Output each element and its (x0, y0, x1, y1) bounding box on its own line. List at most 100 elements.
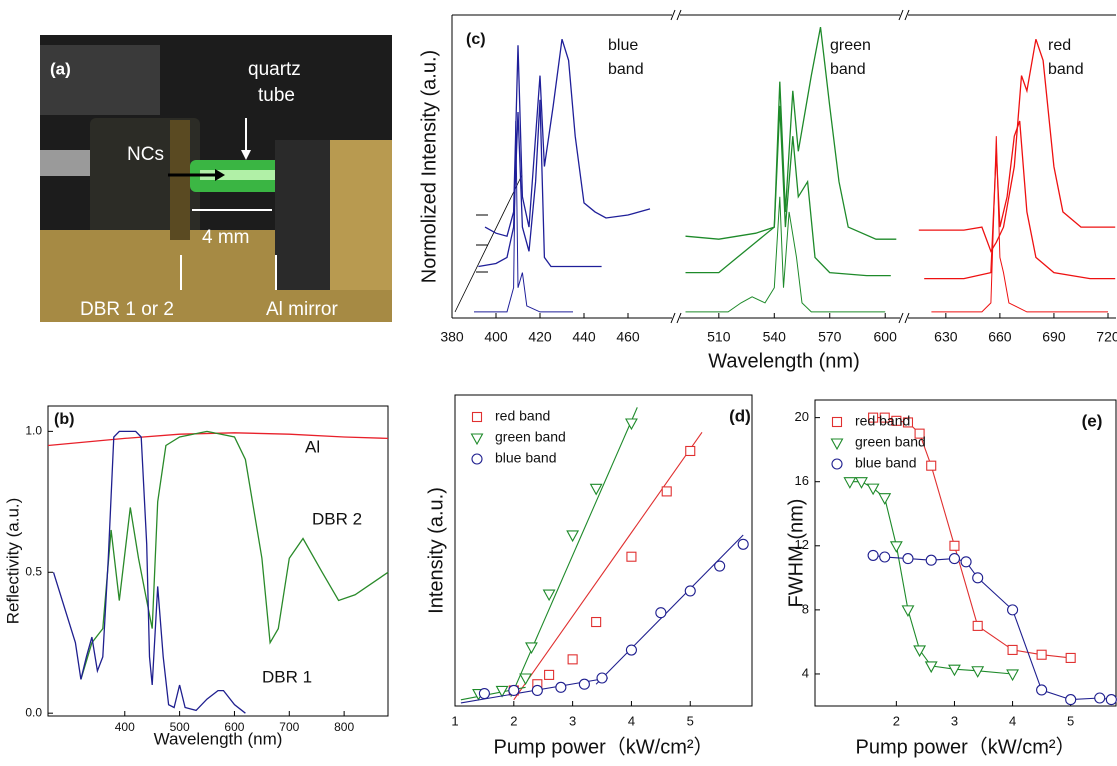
spectrum (685, 105, 891, 277)
x-tick-label: 400 (115, 720, 135, 734)
marker (1007, 604, 1019, 616)
axis-break (676, 312, 682, 324)
axis-break (898, 9, 904, 21)
marker (879, 412, 890, 423)
annotation: 4 mm (202, 227, 250, 248)
legend-marker (831, 458, 843, 470)
axis-break (670, 312, 676, 324)
x-tick-label: 660 (988, 329, 1012, 345)
marker (926, 460, 937, 471)
axis-break (904, 312, 910, 324)
marker (714, 560, 726, 572)
panel-label: (e) (1082, 411, 1103, 430)
annotation: quartz (248, 59, 301, 80)
marker (972, 620, 983, 631)
x-tick-label: 2 (510, 713, 517, 728)
marker (685, 445, 696, 457)
marker (1036, 684, 1048, 696)
marker (972, 572, 984, 584)
marker (589, 483, 603, 496)
marker (1065, 694, 1077, 706)
marker (960, 556, 972, 568)
curve-label: DBR 1 (262, 667, 312, 686)
x-axis-title: Pump power（kW/cm²） (855, 735, 1075, 758)
marker (478, 688, 490, 700)
fit-line (595, 534, 744, 685)
marker (949, 540, 960, 551)
y-tick-label: 4 (802, 665, 809, 680)
marker (508, 684, 520, 697)
fit-line (513, 431, 703, 701)
x-tick-label: 3 (569, 713, 576, 728)
x-tick-label: 1 (451, 713, 458, 728)
axis-break (904, 9, 910, 21)
x-axis-title: Wavelength (nm) (708, 350, 860, 372)
series-line (47, 432, 389, 447)
series-line (52, 430, 246, 714)
x-tick-label: 5 (1067, 713, 1074, 728)
x-tick-label: 500 (170, 720, 190, 734)
legend-marker (830, 438, 844, 451)
spectrum (685, 26, 897, 240)
marker (625, 644, 637, 656)
spectrum (484, 39, 651, 237)
marker (661, 486, 672, 497)
axis-break (676, 9, 682, 21)
marker (913, 645, 927, 658)
marker (567, 654, 578, 665)
annotation: DBR 1 or 2 (80, 299, 174, 320)
panel-label: (a) (50, 59, 71, 78)
marker (542, 589, 556, 602)
panel-label: (b) (54, 411, 74, 428)
y-tick-label: 0.5 (25, 564, 42, 578)
marker (495, 685, 509, 698)
series-line (80, 430, 389, 680)
wood-post (330, 140, 392, 290)
x-tick-label: 570 (818, 329, 842, 345)
x-axis-title: Wavelength (nm) (154, 729, 283, 748)
spectrum (931, 136, 1108, 313)
x-tick-label: 460 (616, 329, 640, 345)
legend-label: green band (855, 434, 926, 450)
y-tick-label: 16 (795, 473, 809, 488)
arrow-head (215, 169, 225, 181)
marker (1065, 652, 1076, 663)
x-tick-label: 690 (1042, 329, 1066, 345)
x-tick-label: 600 (874, 329, 898, 345)
y-axis-title: Reflectivity (a.u.) (3, 498, 22, 625)
y-axis-title: Intensity (a.u.) (425, 487, 447, 614)
marker (531, 684, 543, 697)
legend-marker (471, 453, 483, 465)
band-label: band (608, 61, 644, 78)
x-tick-label: 400 (484, 329, 508, 345)
band-label: band (1048, 61, 1084, 78)
marker (948, 664, 961, 677)
x-tick-label: 3 (951, 713, 958, 728)
marker (866, 483, 880, 496)
series-line (873, 417, 1071, 659)
marker (566, 530, 580, 543)
marker (878, 493, 892, 505)
glow (200, 170, 280, 180)
x-axis-title: Pump power（kW/cm²） (493, 735, 713, 758)
spectrum (685, 196, 886, 313)
y-axis-title: FWHM (nm) (785, 499, 807, 608)
x-tick-label: 4 (628, 713, 635, 728)
spectrum (918, 38, 1116, 253)
legend-marker (471, 411, 483, 423)
marker (971, 666, 985, 678)
x-tick-label: 700 (279, 720, 299, 734)
legend-label: blue band (855, 455, 917, 471)
legend-label: red band (855, 413, 910, 429)
panel-label: (d) (729, 406, 751, 425)
marker (555, 681, 567, 693)
marker (889, 541, 903, 553)
dbr (170, 120, 190, 240)
marker (684, 585, 696, 597)
al-mirror (275, 140, 335, 290)
marker (591, 616, 602, 628)
y-axis-title: Normolized Intensity (a.u.) (418, 50, 440, 283)
marker (868, 412, 879, 423)
marker (596, 672, 608, 684)
